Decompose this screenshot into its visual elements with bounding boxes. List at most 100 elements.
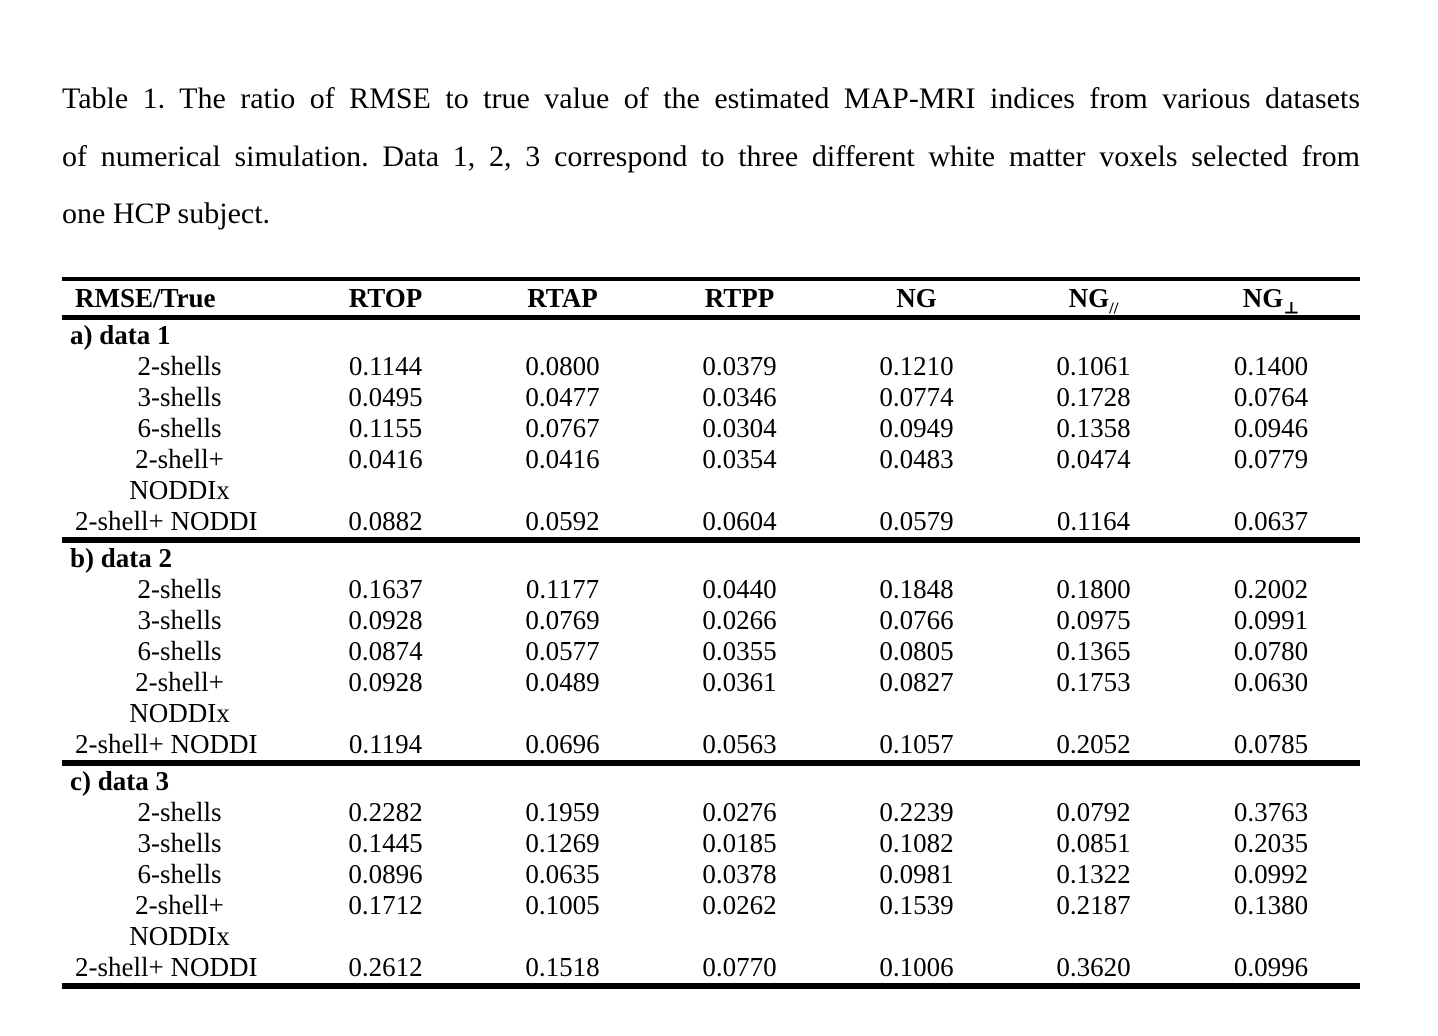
header-row: RMSE/True RTOP RTAP RTPP NG NG// NG⊥ <box>62 279 1360 320</box>
cell-value: 0.0805 <box>879 636 954 666</box>
cell-value: 0.0630 <box>1233 667 1309 697</box>
cell-value: 0.0266 <box>702 605 777 635</box>
cell-value: 0.0579 <box>828 506 1005 543</box>
table-row: 6-shells 0.1155 0.0767 0.0304 0.0949 0.1358 0.… <box>62 413 1360 444</box>
cell-value: 0.0378 <box>702 859 777 889</box>
header-subscript: ⊥ <box>1283 297 1300 317</box>
cell-value: 0.0637 <box>1182 506 1360 543</box>
cell-value <box>1182 698 1360 729</box>
header-text: RMSE/True <box>75 282 216 313</box>
cell-value <box>297 921 474 952</box>
column-header-ng: NG <box>828 279 1005 320</box>
cell-value: 0.0851 <box>1056 828 1131 858</box>
row-label: NODDIx <box>129 921 230 951</box>
cell-value: 0.1005 <box>525 890 600 920</box>
rmse-table: RMSE/True RTOP RTAP RTPP NG NG// NG⊥ a) … <box>62 277 1360 989</box>
cell-value: 0.0262 <box>702 890 777 920</box>
cell-value: 0.1539 <box>879 890 954 920</box>
cell-value: 0.1177 <box>525 574 600 604</box>
cell-value: 0.0928 <box>348 605 423 635</box>
column-header-rtpp: RTPP <box>651 279 828 320</box>
column-header-rtop: RTOP <box>297 279 474 320</box>
section-title: a) data 1 <box>70 320 171 350</box>
cell-value: 0.0185 <box>702 828 777 858</box>
cell-value: 0.0996 <box>1182 952 1360 989</box>
cell-value: 0.1322 <box>1056 859 1131 889</box>
cell-value: 0.0440 <box>702 574 777 604</box>
table-row: 2-shell+ 0.1712 0.1005 0.0262 0.1539 0.2187 0.… <box>62 890 1360 921</box>
table-row: 2-shells 0.1144 0.0800 0.0379 0.1210 0.1061 0.… <box>62 351 1360 382</box>
row-label: 2-shell+ NODDI <box>62 729 297 766</box>
table-row: 3-shells 0.1445 0.1269 0.0185 0.1082 0.0851 0.… <box>62 828 1360 859</box>
cell-value: 0.0975 <box>1056 605 1131 635</box>
cell-value: 0.0416 <box>348 444 423 474</box>
cell-value <box>1005 475 1182 506</box>
row-label: 2-shell+ NODDI <box>62 952 297 989</box>
cell-value <box>297 475 474 506</box>
table-row: 2-shell+ 0.0928 0.0489 0.0361 0.0827 0.1753 0.… <box>62 667 1360 698</box>
cell-value: 0.1006 <box>828 952 1005 989</box>
cell-value: 0.1518 <box>474 952 651 989</box>
cell-value: 0.2239 <box>879 797 954 827</box>
cell-value: 0.0992 <box>1233 859 1309 889</box>
cell-value: 0.0696 <box>474 729 651 766</box>
cell-value <box>1005 698 1182 729</box>
row-label: 6-shells <box>137 413 222 443</box>
cell-value <box>651 475 828 506</box>
cell-value: 0.2282 <box>348 797 423 827</box>
cell-value: 0.0483 <box>879 444 954 474</box>
section-header-row: a) data 1 <box>62 318 1360 352</box>
cell-value: 0.0563 <box>651 729 828 766</box>
cell-value: 0.0981 <box>879 859 954 889</box>
cell-value: 0.1164 <box>1005 506 1182 543</box>
section-header-row: c) data 3 <box>62 763 1360 797</box>
cell-value: 0.2052 <box>1005 729 1182 766</box>
table-row: 2-shell+ NODDI 0.0882 0.0592 0.0604 0.0579 0.… <box>62 506 1360 543</box>
header-text: RTAP <box>527 282 598 313</box>
header-text: NG <box>896 282 937 313</box>
cell-value: 0.0592 <box>474 506 651 543</box>
table-caption: Table 1. The ratio of RMSE to true value… <box>62 70 1360 243</box>
cell-value <box>1005 921 1182 952</box>
table-row: NODDIx <box>62 921 1360 952</box>
cell-value: 0.1753 <box>1056 667 1131 697</box>
row-label: 6-shells <box>137 859 222 889</box>
row-label: 3-shells <box>137 382 222 412</box>
row-label: 3-shells <box>137 605 222 635</box>
header-subscript: // <box>1109 297 1119 317</box>
cell-value: 0.0355 <box>702 636 777 666</box>
cell-value: 0.0779 <box>1233 444 1309 474</box>
cell-value: 0.0800 <box>525 351 600 381</box>
cell-value: 0.0792 <box>1056 797 1131 827</box>
table-row: 2-shell+ 0.0416 0.0416 0.0354 0.0483 0.0474 0.… <box>62 444 1360 475</box>
section-header-row: b) data 2 <box>62 540 1360 574</box>
cell-value: 0.1155 <box>348 413 423 443</box>
cell-value <box>474 921 651 952</box>
cell-value: 0.1082 <box>879 828 954 858</box>
section-title: b) data 2 <box>70 543 173 573</box>
caption-line-1: Table 1. The ratio of RMSE to true value… <box>62 82 1360 115</box>
cell-value: 0.2002 <box>1233 574 1309 604</box>
cell-value: 0.1445 <box>348 828 423 858</box>
cell-value: 0.0577 <box>525 636 600 666</box>
column-header-ng-perpendicular: NG⊥ <box>1182 279 1360 320</box>
cell-value: 0.1400 <box>1233 351 1309 381</box>
cell-value: 0.0474 <box>1056 444 1131 474</box>
cell-value: 0.1144 <box>348 351 423 381</box>
table-row: NODDIx <box>62 475 1360 506</box>
section-title: c) data 3 <box>70 766 169 796</box>
cell-value <box>1182 921 1360 952</box>
cell-value: 0.0604 <box>651 506 828 543</box>
cell-value: 0.0780 <box>1233 636 1309 666</box>
row-label: 2-shell+ <box>135 444 224 474</box>
header-text: NG <box>1068 282 1110 313</box>
cell-value: 0.0495 <box>348 382 423 412</box>
cell-value: 0.0635 <box>525 859 600 889</box>
cell-value: 0.1959 <box>525 797 600 827</box>
table-header: RMSE/True RTOP RTAP RTPP NG NG// NG⊥ <box>62 279 1360 320</box>
column-header-rtap: RTAP <box>474 279 651 320</box>
header-text: NG <box>1242 282 1284 313</box>
table-body: a) data 1 2-shells 0.1144 0.0800 0.0379 0.121… <box>62 318 1360 989</box>
row-label: 2-shells <box>137 797 222 827</box>
table-row: 3-shells 0.0495 0.0477 0.0346 0.0774 0.1728 0.… <box>62 382 1360 413</box>
